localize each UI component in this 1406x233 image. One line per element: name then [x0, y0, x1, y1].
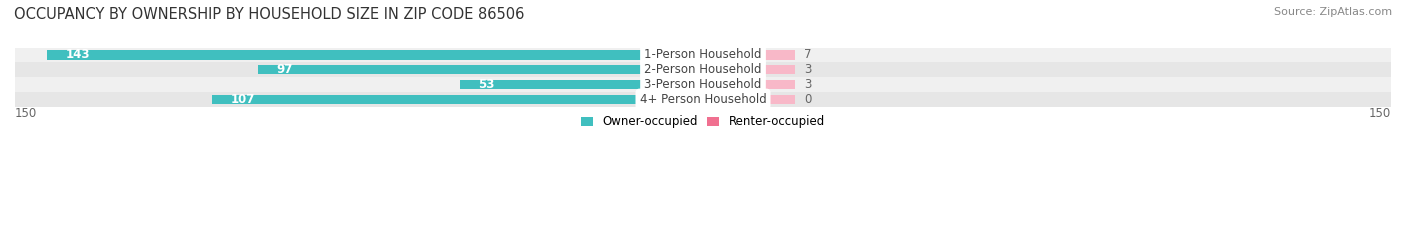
Text: 0: 0	[804, 93, 811, 106]
Bar	[703, 50, 794, 60]
Text: 1-Person Household: 1-Person Household	[644, 48, 762, 62]
Bar	[15, 62, 1391, 77]
Legend: Owner-occupied, Renter-occupied: Owner-occupied, Renter-occupied	[576, 111, 830, 133]
Text: 4+ Person Household: 4+ Person Household	[640, 93, 766, 106]
Text: Source: ZipAtlas.com: Source: ZipAtlas.com	[1274, 7, 1392, 17]
Bar	[703, 80, 794, 89]
Bar	[703, 80, 717, 89]
Text: 2-Person Household: 2-Person Household	[644, 63, 762, 76]
Text: 150: 150	[1369, 106, 1391, 120]
Text: 107: 107	[231, 93, 254, 106]
Bar	[703, 50, 735, 60]
Text: 143: 143	[66, 48, 90, 62]
Bar	[212, 95, 703, 104]
Text: 97: 97	[277, 63, 292, 76]
Text: OCCUPANCY BY OWNERSHIP BY HOUSEHOLD SIZE IN ZIP CODE 86506: OCCUPANCY BY OWNERSHIP BY HOUSEHOLD SIZE…	[14, 7, 524, 22]
Bar	[259, 65, 703, 74]
Bar	[703, 65, 794, 74]
Text: 150: 150	[15, 106, 37, 120]
Bar	[703, 95, 794, 104]
Text: 3: 3	[804, 63, 811, 76]
Text: 3: 3	[804, 78, 811, 91]
Bar	[703, 65, 717, 74]
Text: 53: 53	[478, 78, 495, 91]
Bar	[15, 77, 1391, 92]
Text: 3-Person Household: 3-Person Household	[644, 78, 762, 91]
Bar	[15, 92, 1391, 106]
Text: 7: 7	[804, 48, 811, 62]
Bar	[48, 50, 703, 60]
Bar	[460, 80, 703, 89]
Bar	[15, 48, 1391, 62]
